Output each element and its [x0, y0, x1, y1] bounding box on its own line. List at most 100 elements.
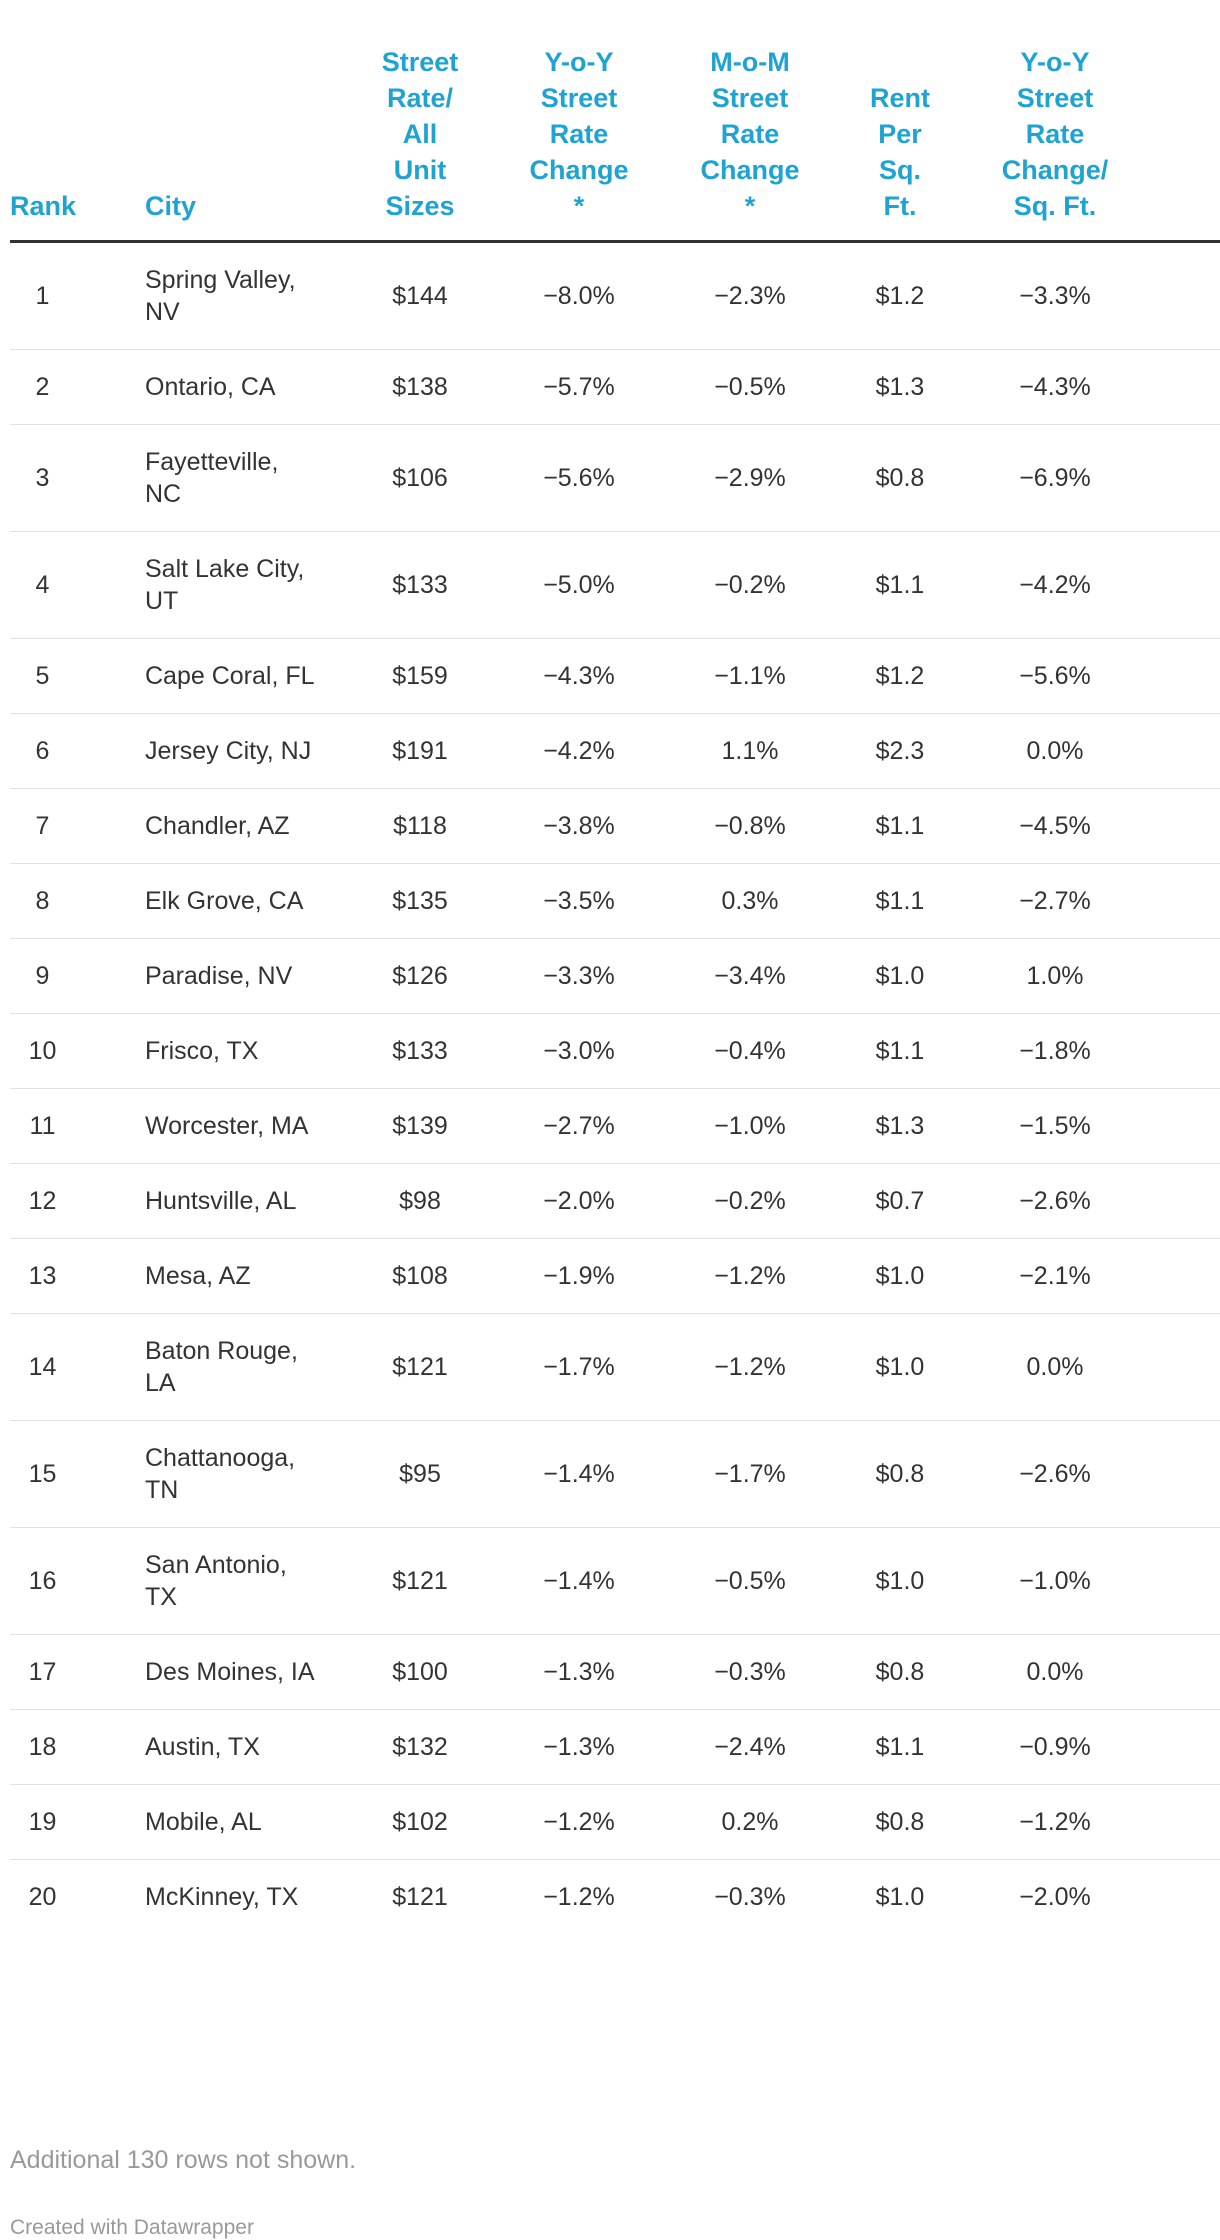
- cell-yoy-change-sqft: −2.0%: [1019, 1883, 1091, 1911]
- cell-yoy-change: −3.5%: [500, 863, 658, 939]
- column-header-yoy-change[interactable]: Y-o-Y Street Rate Change *: [500, 44, 658, 243]
- cell-street-rate: $139: [340, 1088, 500, 1164]
- cell-yoy-change-sqft: −2.1%: [958, 1238, 1152, 1314]
- cell-rank: 6: [10, 713, 145, 789]
- cell-yoy-change: −1.7%: [500, 1313, 658, 1421]
- cell-street-rate: $100: [340, 1634, 500, 1710]
- cell-rent-per-sqft: $1.3: [842, 349, 958, 425]
- cell-city: Huntsville, AL: [145, 1163, 340, 1239]
- cell-rent-per-sqft: $1.1: [842, 788, 958, 864]
- cell-city: San Antonio, TX: [145, 1527, 340, 1635]
- cell-street-rate: $102: [340, 1784, 500, 1860]
- cell-street-rate: $132: [340, 1709, 500, 1785]
- cell-rent-per-sqft: $1.0: [842, 1238, 958, 1314]
- cell-street-rate: $144: [340, 241, 500, 350]
- cell-rank: 13: [10, 1238, 145, 1314]
- column-header-mom-change[interactable]: M-o-M Street Rate Change *: [658, 44, 842, 243]
- cell-rank: 7: [10, 788, 145, 864]
- cell-mom-change: −0.2%: [658, 1163, 842, 1239]
- cell-street-rate: $121: [392, 1883, 448, 1911]
- cell-rent-per-sqft: $1.1: [842, 1013, 958, 1089]
- cell-street-rate: $191: [340, 713, 500, 789]
- cell-rent-per-sqft: $1.0: [842, 1313, 958, 1421]
- cell-city: Mesa, AZ: [145, 1238, 340, 1314]
- datawrapper-credit[interactable]: Created with Datawrapper: [10, 2216, 254, 2239]
- cell-city: Cape Coral, FL: [145, 638, 340, 714]
- cell-rank: 15: [10, 1420, 145, 1528]
- cell-yoy-change: −5.7%: [500, 349, 658, 425]
- cell-yoy-change-sqft: −4.5%: [958, 788, 1152, 864]
- table-row: 20 McKinney, TX $121 −1.2% −0.3% $1.0 −2.0% 8: [10, 1860, 1220, 1935]
- column-header-rent-per-sqft[interactable]: Rent Per Sq. Ft.: [842, 44, 958, 243]
- cell-yoy-change-sqft: −2.6%: [958, 1420, 1152, 1528]
- cell-street-rate: $106: [340, 424, 500, 532]
- cell-yoy-change: −5.6%: [500, 424, 658, 532]
- column-header-city[interactable]: City: [145, 44, 340, 243]
- cell-street-rate: $133: [340, 1013, 500, 1089]
- cell-rent-per-sqft: $1.2: [842, 241, 958, 350]
- table-row: 1 Spring Valley, NV $144 −8.0% −2.3% $1.2 −3.3…: [10, 241, 1220, 350]
- cell-rank: 5: [10, 638, 145, 714]
- table-row: 16 San Antonio, TX $121 −1.4% −0.5% $1.0 −1.0%…: [10, 1527, 1220, 1635]
- cell-storage-sqft-capita: 7: [1152, 638, 1220, 714]
- cell-rent-per-sqft: $1.0: [842, 1527, 958, 1635]
- cell-yoy-change-sqft: −1.5%: [958, 1088, 1152, 1164]
- cell-storage-sqft-capita: 0: [1152, 938, 1220, 1014]
- cell-city: Baton Rouge, LA: [145, 1313, 340, 1421]
- cell-city: Mobile, AL: [145, 1784, 340, 1860]
- cell-yoy-change: −1.2%: [500, 1784, 658, 1860]
- cell-storage-sqft-capita: 1: [1152, 1163, 1220, 1239]
- cell-street-rate: $135: [340, 863, 500, 939]
- cell-rent-per-sqft: $0.8: [842, 1634, 958, 1710]
- column-header-yoy-change-sqft[interactable]: Y-o-Y Street Rate Change/Sq. Ft.: [958, 44, 1152, 243]
- table-row: 3 Fayetteville, NC $106 −5.6% −2.9% $0.8 −6.9%…: [10, 424, 1220, 532]
- cell-rank: 16: [10, 1527, 145, 1635]
- column-header-street-rate[interactable]: Street Rate/All Unit Sizes: [340, 44, 500, 243]
- cell-mom-change: 0.2%: [658, 1784, 842, 1860]
- cell-rank: 17: [10, 1634, 145, 1710]
- cell-storage-sqft-capita: 1: [1152, 424, 1220, 532]
- column-header-rank[interactable]: Rank: [10, 44, 145, 243]
- cell-rank: 8: [10, 863, 145, 939]
- cell-city: Austin, TX: [145, 1709, 340, 1785]
- cell-street-rate: $159: [340, 638, 500, 714]
- cell-yoy-change: −8.0%: [500, 241, 658, 350]
- cell-yoy-change: −1.9%: [500, 1238, 658, 1314]
- cell-mom-change: −1.2%: [658, 1313, 842, 1421]
- cell-yoy-change-sqft: −1.2%: [958, 1784, 1152, 1860]
- cell-rank: 11: [10, 1088, 145, 1164]
- cell-city: Chandler, AZ: [145, 788, 340, 864]
- cell-yoy-change: −5.0%: [500, 531, 658, 639]
- cell-street-rate: $121: [340, 1527, 500, 1635]
- cell-rent-per-sqft: $0.8: [842, 1784, 958, 1860]
- cell-rent-per-sqft: $1.1: [842, 1709, 958, 1785]
- cell-rank: 14: [10, 1313, 145, 1421]
- cell-storage-sqft-capita: 4: [1152, 1634, 1220, 1710]
- cell-mom-change: −1.0%: [658, 1088, 842, 1164]
- cell-yoy-change-sqft: −4.2%: [958, 531, 1152, 639]
- cell-yoy-change: −3.8%: [500, 788, 658, 864]
- cell-rent-per-sqft: $2.3: [842, 713, 958, 789]
- cell-storage-sqft-capita: 0: [1152, 241, 1220, 350]
- cell-rent-per-sqft: $1.1: [842, 863, 958, 939]
- cell-yoy-change-sqft: −2.6%: [958, 1163, 1152, 1239]
- cell-rank: 10: [10, 1013, 145, 1089]
- cell-street-rate: $108: [340, 1238, 500, 1314]
- cell-yoy-change-sqft: 0.0%: [958, 713, 1152, 789]
- data-table: Rank City Street Rate/All Unit Sizes Y-o-Y Stre…: [10, 44, 1220, 1934]
- cell-mom-change: −2.4%: [658, 1709, 842, 1785]
- cell-yoy-change: −1.3%: [500, 1709, 658, 1785]
- cell-mom-change: 1.1%: [658, 713, 842, 789]
- cell-rent-per-sqft: $1.3: [842, 1088, 958, 1164]
- cell-rent-per-sqft: $0.8: [842, 1420, 958, 1528]
- cell-mom-change: 0.3%: [658, 863, 842, 939]
- cell-storage-sqft-capita: 6: [1152, 1238, 1220, 1314]
- column-header-storage-sqft-capita[interactable]: SStoSqCa: [1152, 44, 1220, 243]
- cell-yoy-change-sqft: −5.6%: [958, 638, 1152, 714]
- cell-yoy-change-sqft: 0.0%: [958, 1313, 1152, 1421]
